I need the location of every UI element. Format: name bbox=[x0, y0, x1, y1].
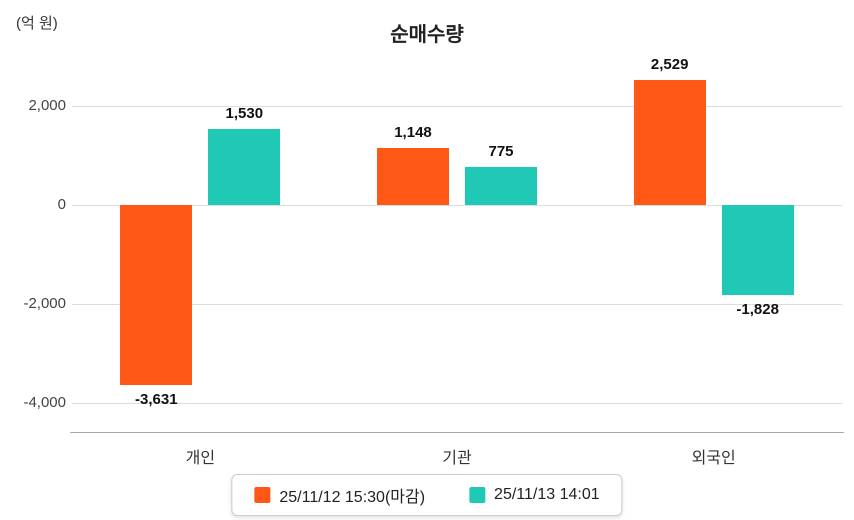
y-tick-label: -2,000 bbox=[23, 295, 66, 312]
legend-swatch-series2-icon bbox=[469, 487, 486, 503]
x-axis-line bbox=[70, 432, 844, 433]
legend-label-series2: 25/11/13 14:01 bbox=[494, 486, 600, 503]
y-tick-label: 0 bbox=[57, 196, 66, 213]
gridline--2000 bbox=[72, 304, 842, 305]
value-label-series1-기관: 1,148 bbox=[394, 124, 432, 142]
x-category-label-기관: 기관 bbox=[442, 450, 472, 467]
y-tick-label: -4,000 bbox=[23, 394, 66, 411]
bar-series2-개인 bbox=[208, 129, 281, 205]
y-tick-label: 2,000 bbox=[28, 97, 66, 114]
value-label-series1-외국인: 2,529 bbox=[650, 55, 689, 73]
value-label-series1-개인: -3,631 bbox=[135, 390, 178, 408]
gridline-0 bbox=[72, 205, 842, 206]
value-label-series2-기관: 775 bbox=[488, 142, 514, 160]
legend-entry-series2: 25/11/13 14:01 bbox=[469, 486, 600, 504]
gridline--4000 bbox=[72, 403, 842, 404]
legend-entry-series1: 25/11/12 15:30(마감) bbox=[254, 483, 425, 507]
bar-series2-외국인 bbox=[721, 205, 794, 296]
bar-series1-외국인 bbox=[633, 79, 706, 205]
value-label-series2-개인: 1,530 bbox=[225, 105, 264, 123]
chart-title: 순매수량 bbox=[390, 24, 464, 46]
y-axis-unit-label: (억 원) bbox=[16, 15, 58, 32]
gridline-2000 bbox=[72, 106, 842, 107]
value-label-series2-외국인: -1,828 bbox=[736, 301, 779, 319]
legend-swatch-series1-icon bbox=[254, 487, 271, 503]
bar-series1-기관 bbox=[377, 148, 449, 205]
x-category-label-외국인: 외국인 bbox=[691, 450, 736, 467]
bar-series2-기관 bbox=[465, 166, 537, 205]
legend: 25/11/12 15:30(마감) 25/11/13 14:01 bbox=[231, 474, 623, 516]
x-category-label-개인: 개인 bbox=[185, 450, 216, 467]
bar-series1-개인 bbox=[120, 205, 193, 385]
legend-label-series1: 25/11/12 15:30(마감) bbox=[279, 489, 426, 506]
